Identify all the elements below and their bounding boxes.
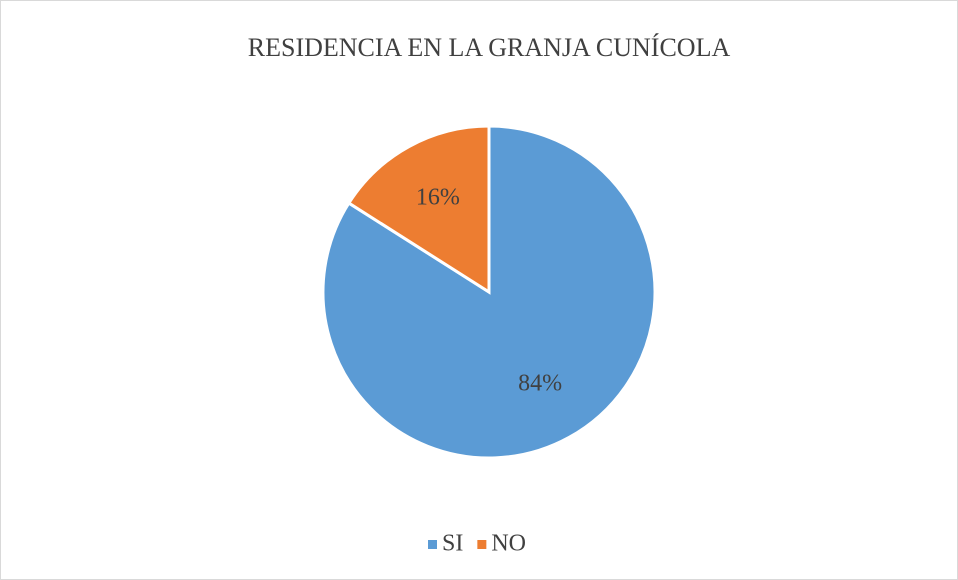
legend-swatch <box>477 540 487 549</box>
data-label: 84% <box>518 371 562 397</box>
pie-slice <box>346 124 491 295</box>
chart-title: RESIDENCIA EN LA GRANJA CUNÍCOLA <box>248 33 731 62</box>
data-label: 16% <box>416 184 460 210</box>
legend-label: SI <box>442 531 463 557</box>
legend-label: NO <box>491 531 526 557</box>
legend-swatch <box>428 540 437 549</box>
